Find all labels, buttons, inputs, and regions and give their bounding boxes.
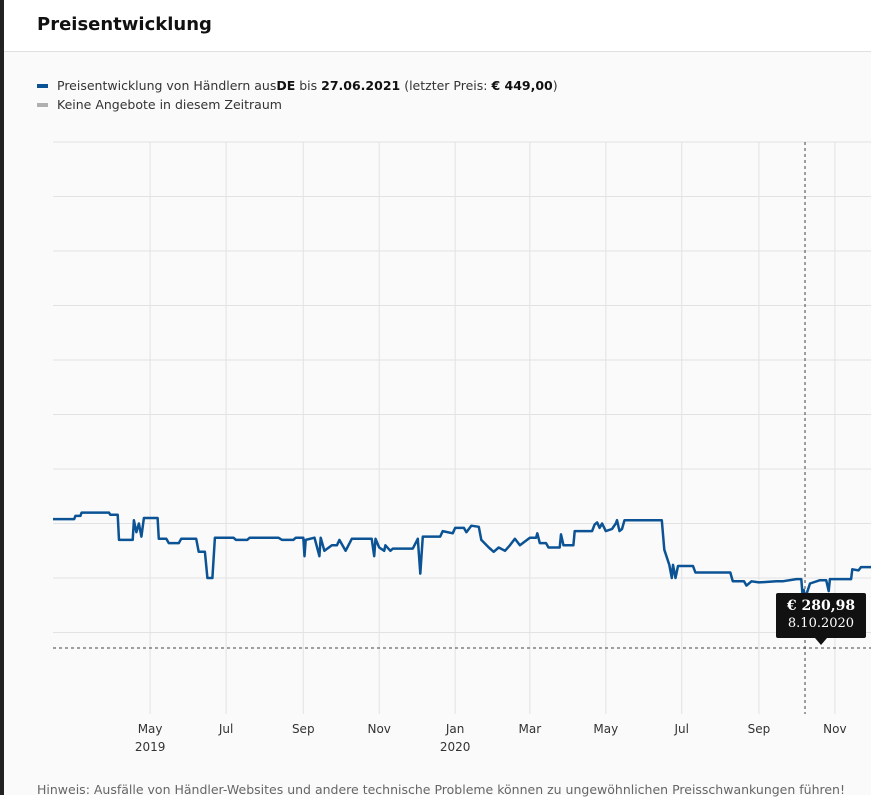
x-axis-ticks: May 2019 Jul Sep Nov Jan 2020 Mar May Jul Sep Nov [135,722,847,754]
legend-country: DE [276,78,296,93]
x-tick-label: Sep [748,722,771,736]
price-tooltip: € 280,98 8.10.2020 [776,593,866,638]
legend-date: 27.06.2021 [321,78,401,93]
legend-last-price: € 449,00 [491,78,553,93]
tooltip-date: 8.10.2020 [787,616,855,631]
x-tick-label: May [593,722,618,736]
no-offers-swatch [37,102,48,107]
section-title: Preisentwicklung [37,14,212,35]
legend-series-prefix: Preisentwicklung von Händlern aus [57,78,277,93]
legend-item-series[interactable]: Preisentwicklung von Händlern aus DE bis… [37,76,558,95]
section-header: Preisentwicklung [4,0,871,52]
legend-until: bis [295,78,322,93]
x-tick-label: Jul [218,722,233,736]
price-series-line[interactable] [53,511,871,600]
x-tick-label: Nov [823,722,846,736]
legend-item-no-offers[interactable]: Keine Angebote in diesem Zeitraum [37,95,558,114]
legend-no-offers-label: Keine Angebote in diesem Zeitraum [57,97,282,112]
legend-last-price-suffix: ) [552,78,558,93]
tooltip-arrow [815,638,827,645]
x-tick-label: Sep [292,722,315,736]
x-tick-year: 2019 [135,740,166,754]
x-tick-label: Mar [519,722,542,736]
left-border [0,0,4,795]
x-tick-label: May [138,722,163,736]
highlight-group [53,142,871,714]
chart-panel: Preisentwicklung von Händlern aus DE bis… [4,52,871,797]
x-tick-label: Jan [445,722,465,736]
series-group [53,511,871,600]
footer-note: Hinweis: Ausfälle von Händler-Websites u… [37,782,845,797]
tooltip-price: € 280,98 [786,598,856,614]
chart-grid [53,141,871,714]
series-swatch [37,83,48,88]
x-tick-year: 2020 [440,740,471,754]
x-tick-label: Nov [367,722,390,736]
x-tick-label: Jul [674,722,689,736]
legend-last-price-prefix: (letzter Preis: [400,78,492,93]
chart-legend: Preisentwicklung von Händlern aus DE bis… [37,76,558,114]
